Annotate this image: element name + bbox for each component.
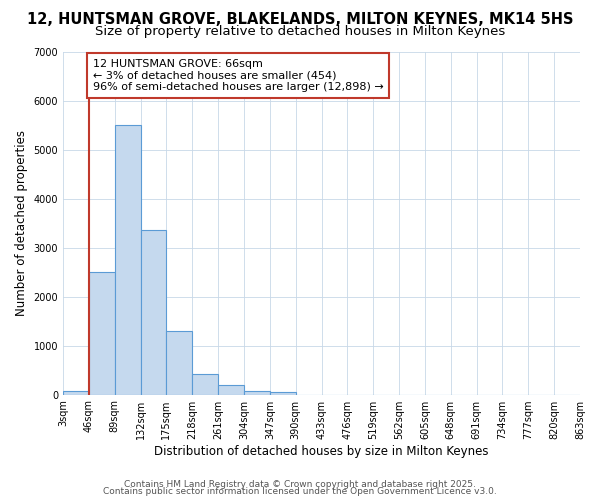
Bar (244, 391, 270, 394)
Text: 12 HUNTSMAN GROVE: 66sqm
← 3% of detached houses are smaller (454)
96% of semi-d: 12 HUNTSMAN GROVE: 66sqm ← 3% of detache… (93, 59, 383, 92)
Bar (192, 374, 218, 394)
Bar (140, 230, 166, 394)
Bar (270, 392, 296, 394)
Text: 12, HUNTSMAN GROVE, BLAKELANDS, MILTON KEYNES, MK14 5HS: 12, HUNTSMAN GROVE, BLAKELANDS, MILTON K… (27, 12, 573, 28)
Text: Size of property relative to detached houses in Milton Keynes: Size of property relative to detached ho… (95, 25, 505, 38)
Y-axis label: Number of detached properties: Number of detached properties (15, 130, 28, 316)
Bar (166, 331, 192, 394)
Bar (63, 391, 89, 394)
X-axis label: Distribution of detached houses by size in Milton Keynes: Distribution of detached houses by size … (154, 444, 489, 458)
Bar (115, 125, 140, 394)
Bar (218, 385, 244, 394)
Text: Contains HM Land Registry data © Crown copyright and database right 2025.: Contains HM Land Registry data © Crown c… (124, 480, 476, 489)
Text: Contains public sector information licensed under the Open Government Licence v3: Contains public sector information licen… (103, 487, 497, 496)
Bar (89, 272, 115, 394)
